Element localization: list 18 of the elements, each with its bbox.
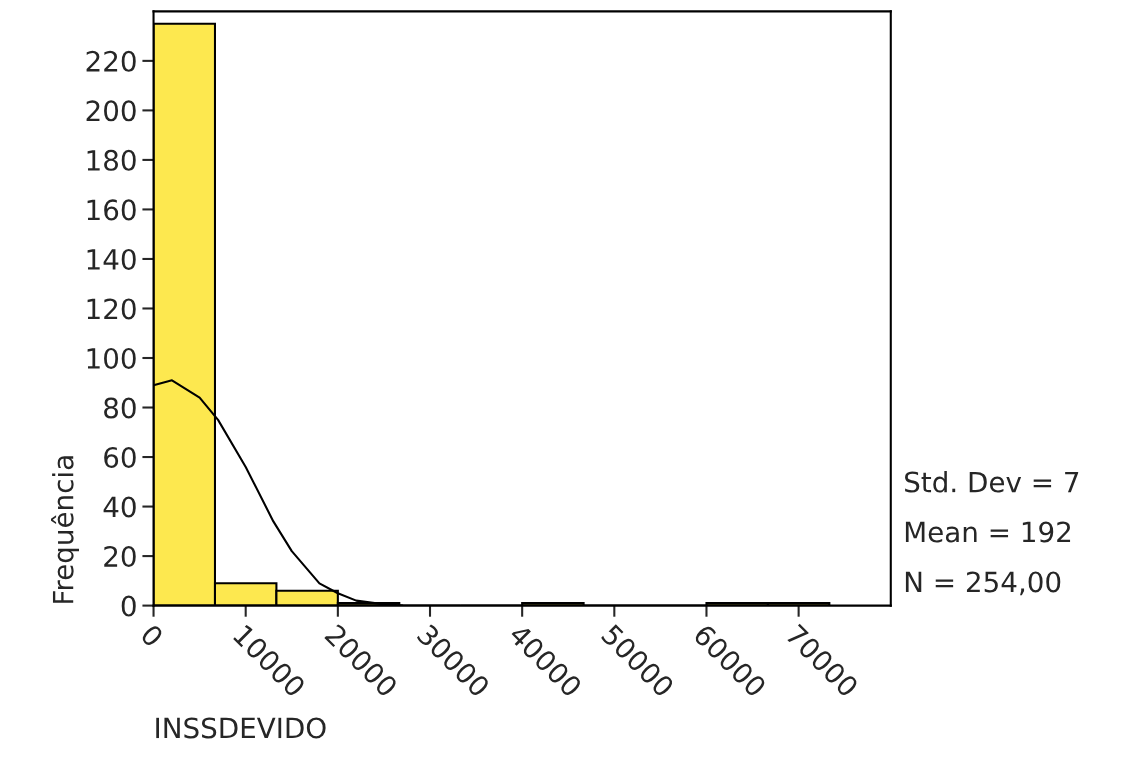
y-tick-label: 100 [87, 347, 136, 369]
y-tick-label: 180 [87, 149, 136, 171]
y-tick-label: 220 [86, 50, 136, 72]
y-tick-label: 200 [86, 100, 136, 122]
y-tick-label: 140 [87, 248, 136, 270]
y-axis-title: Frequência [51, 456, 79, 603]
text: Std. Dev = 7 [905, 471, 1079, 493]
y-tick-label: 80 [104, 397, 136, 419]
y-tick-label: 160 [87, 199, 136, 221]
y-tick-label: 0 [121, 595, 136, 617]
y-tick-label: 120 [87, 298, 136, 320]
x-axis-title: INSSDEVIDO [156, 717, 326, 739]
text: Mean = 192 [905, 521, 1071, 543]
y-tick-label: 20 [104, 546, 136, 568]
x-tick-label: 0 [139, 623, 165, 648]
y-tick-label: 40 [103, 496, 136, 518]
text: N = 254,00 [905, 571, 1061, 596]
y-tick-label: 60 [104, 446, 136, 468]
